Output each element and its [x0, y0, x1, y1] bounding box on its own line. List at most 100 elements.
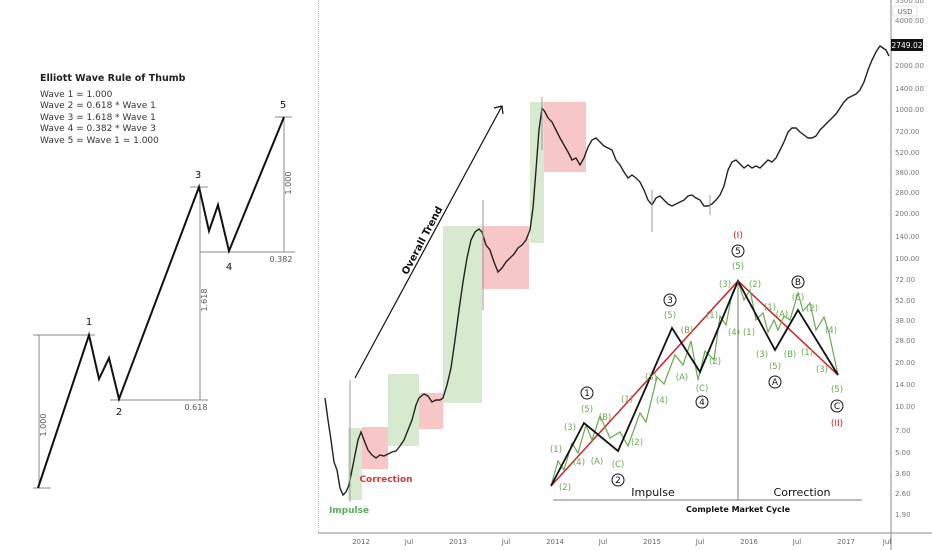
svg-text:Jul: Jul: [501, 538, 511, 546]
rules-title: Elliott Wave Rule of Thumb: [40, 73, 186, 84]
degree-top: (I): [733, 231, 743, 241]
svg-text:Jul: Jul: [598, 538, 608, 546]
svg-text:(3): (3): [756, 350, 768, 360]
svg-text:(5): (5): [831, 385, 843, 395]
svg-text:(1): (1): [743, 328, 755, 338]
svg-text:(3): (3): [816, 365, 828, 375]
svg-text:5500.00: 5500.00: [895, 0, 924, 5]
svg-text:2017: 2017: [837, 538, 855, 546]
svg-text:(C): (C): [792, 293, 805, 303]
wave-major-3: 3: [667, 296, 673, 306]
svg-text:2012: 2012: [352, 538, 370, 546]
svg-text:3.60: 3.60: [895, 470, 911, 478]
svg-text:2014: 2014: [546, 538, 564, 546]
svg-text:140.00: 140.00: [895, 233, 920, 241]
svg-text:(C): (C): [696, 384, 709, 394]
svg-text:(1): (1): [550, 445, 562, 455]
svg-text:Jul: Jul: [792, 538, 802, 546]
svg-text:Jul: Jul: [882, 538, 892, 546]
rule-item: Wave 3 = 1.618 * Wave 1: [40, 112, 156, 123]
svg-text:72.00: 72.00: [895, 276, 915, 284]
wave-label-1: 1: [86, 317, 92, 328]
svg-text:520.00: 520.00: [895, 149, 920, 157]
svg-text:(B): (B): [599, 413, 611, 423]
svg-text:100.00: 100.00: [895, 255, 920, 263]
svg-text:(2): (2): [559, 483, 571, 493]
degree-bottom: (II): [831, 419, 843, 429]
cycle-correction-label: Correction: [774, 486, 831, 499]
impulse-label: Impulse: [329, 506, 369, 516]
svg-text:(2): (2): [749, 280, 761, 290]
svg-text:7.00: 7.00: [895, 427, 911, 435]
wave-label-4: 4: [226, 262, 232, 273]
svg-text:(2): (2): [709, 357, 721, 367]
svg-text:280.00: 280.00: [895, 189, 920, 197]
svg-text:(4): (4): [573, 458, 585, 468]
cycle-label: Complete Market Cycle: [686, 505, 791, 514]
svg-text:(1): (1): [764, 303, 776, 313]
trend-label: Overall Trend: [400, 205, 445, 277]
svg-text:14.00: 14.00: [895, 381, 915, 389]
svg-text:(1): (1): [621, 395, 633, 405]
svg-text:(5): (5): [664, 311, 676, 321]
svg-text:1000.00: 1000.00: [895, 106, 924, 114]
svg-text:(2): (2): [631, 438, 643, 448]
rule-item: Wave 2 = 0.618 * Wave 1: [40, 101, 156, 112]
svg-text:(4): (4): [728, 328, 740, 338]
svg-text:720.00: 720.00: [895, 128, 920, 136]
svg-text:2013: 2013: [449, 538, 467, 546]
svg-text:52.00: 52.00: [895, 297, 915, 305]
wave-major-5: 5: [735, 247, 741, 257]
wave-major-c: C: [834, 402, 840, 412]
svg-text:2016: 2016: [740, 538, 758, 546]
ratio-label-wave4: 0.382: [270, 255, 293, 264]
svg-text:5.00: 5.00: [895, 449, 911, 457]
wave-label-2: 2: [116, 407, 122, 418]
svg-text:(3): (3): [645, 373, 657, 383]
svg-text:28.00: 28.00: [895, 337, 915, 345]
rule-item: Wave 4 = 0.382 * Wave 3: [40, 124, 156, 135]
svg-text:380.00: 380.00: [895, 169, 920, 177]
ratio-label-wave1: 1.000: [39, 414, 48, 437]
svg-text:2.60: 2.60: [895, 490, 911, 498]
wave-schematic: 1 2 3 4 5 1.000 0.618 1.618 0.382 1.000: [33, 100, 295, 489]
svg-text:(B): (B): [681, 326, 693, 336]
rules-list: Wave 1 = 1.000 Wave 2 = 0.618 * Wave 1 W…: [40, 90, 159, 147]
ratio-label-wave2: 0.618: [185, 403, 208, 412]
ratio-label-wave5: 1.000: [284, 172, 293, 195]
svg-text:38.00: 38.00: [895, 317, 915, 325]
svg-text:(5): (5): [581, 405, 593, 415]
svg-text:20.00: 20.00: [895, 359, 915, 367]
svg-text:(4): (4): [825, 326, 837, 336]
panel-separator: [318, 0, 319, 534]
wave-major-2: 2: [615, 476, 621, 486]
ratio-label-wave3: 1.618: [200, 289, 209, 312]
svg-text:(5): (5): [769, 362, 781, 372]
y-axis: USD 5500.00 4000.00 2000.00 1400.00 1000…: [890, 0, 924, 550]
wave-major-b: B: [795, 278, 801, 288]
wave-label-3: 3: [195, 170, 201, 181]
svg-text:200.00: 200.00: [895, 210, 920, 218]
cycle-diagram: 1 2 3 4 5 A B C (5) (3) (1) (4) (2) (A) …: [550, 231, 862, 514]
svg-text:(A): (A): [776, 310, 788, 320]
svg-text:(A): (A): [591, 457, 603, 467]
wave-major-1: 1: [584, 389, 590, 399]
wave-major-4: 4: [699, 398, 705, 408]
svg-text:(3): (3): [564, 423, 576, 433]
correction-label: Correction: [359, 475, 412, 485]
svg-text:(3): (3): [719, 280, 731, 290]
wave-major-a: A: [772, 378, 779, 388]
svg-text:10.00: 10.00: [895, 403, 915, 411]
svg-text:(A): (A): [676, 373, 688, 383]
currency-label: USD: [898, 8, 913, 16]
svg-text:(B): (B): [784, 350, 796, 360]
svg-text:(2): (2): [806, 304, 818, 314]
svg-text:(5): (5): [732, 262, 744, 272]
wave-label-5: 5: [280, 100, 286, 111]
svg-text:(C): (C): [612, 460, 625, 470]
last-price: 2749.02: [891, 41, 922, 50]
last-price-tag: [891, 39, 923, 51]
svg-text:(1): (1): [706, 311, 718, 321]
